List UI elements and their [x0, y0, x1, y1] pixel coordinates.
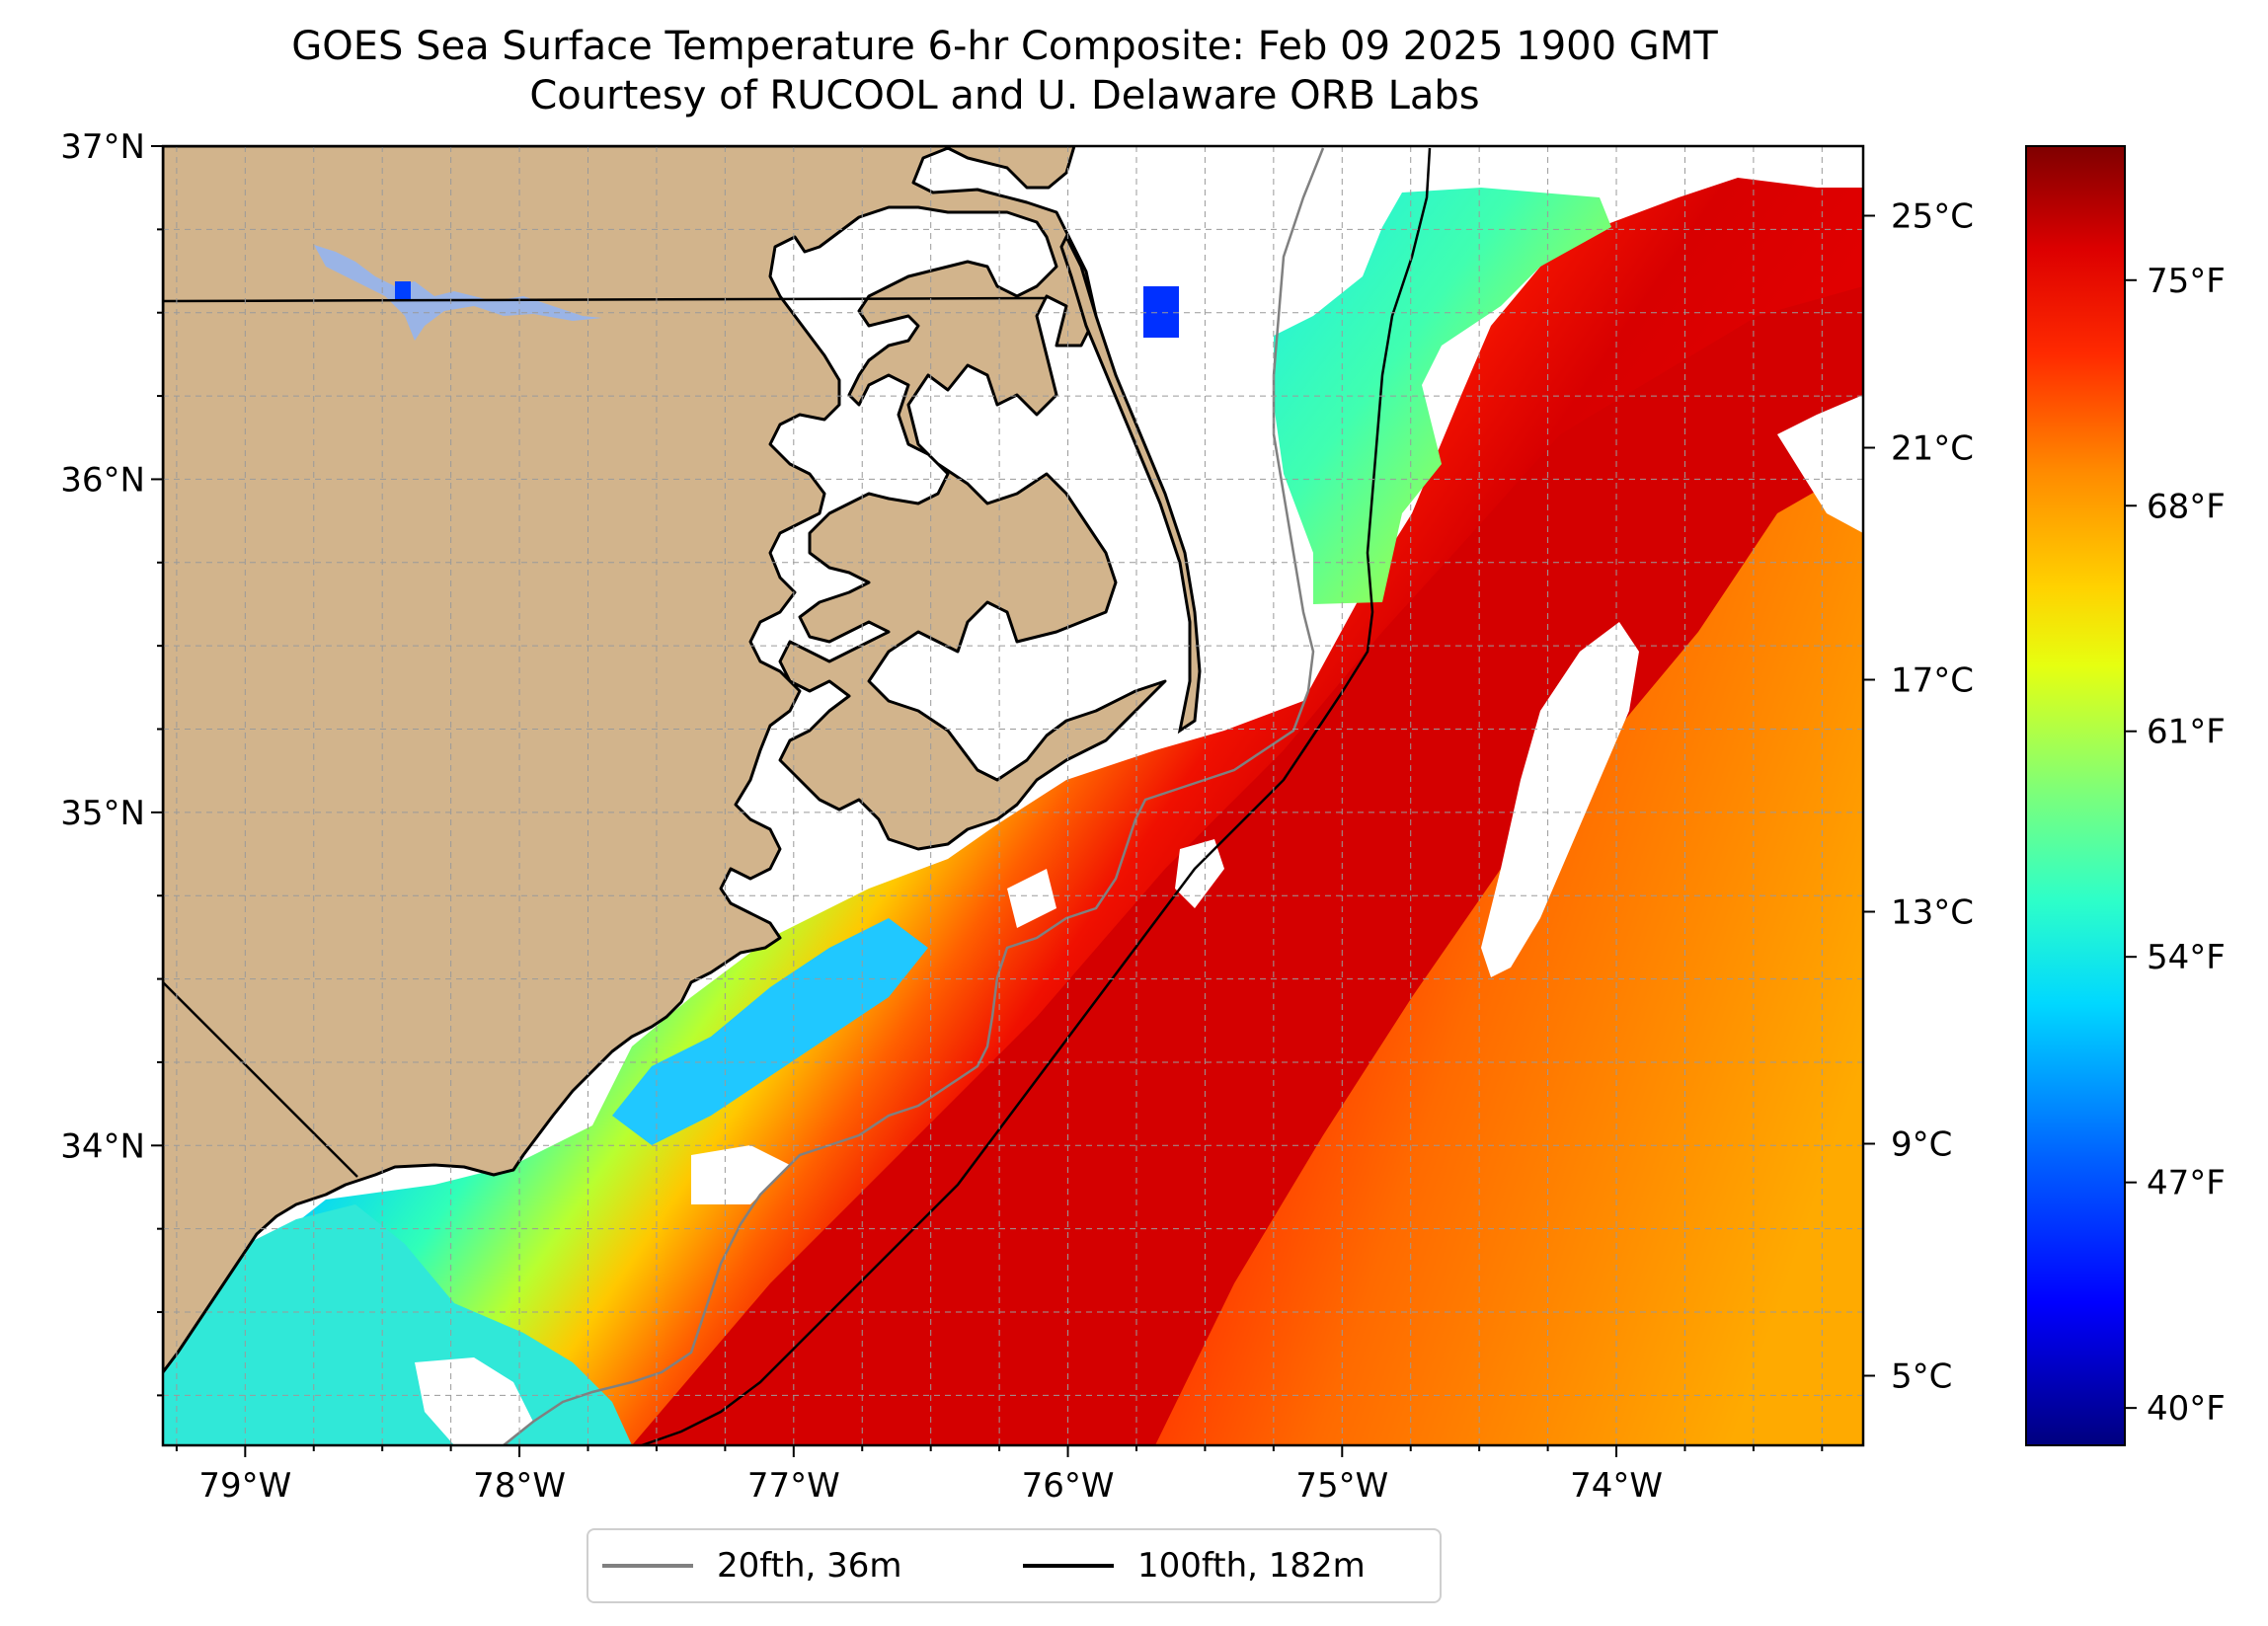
cloud-gap [1777, 395, 1863, 533]
celsius-tick-label: 21°C [1891, 429, 1974, 469]
cloud-gap [1007, 869, 1056, 928]
land [163, 146, 1202, 1374]
sst-onslow-bay-cool [612, 918, 928, 1145]
land-carolinas [163, 146, 1167, 1374]
outer-banks [1059, 233, 1202, 735]
title-line-2: Courtesy of RUCOOL and U. Delaware ORB L… [529, 73, 1480, 118]
state-boundary-nc-va [163, 296, 1048, 303]
legend-item-20fth: 20fth, 36m [602, 1546, 902, 1586]
state-boundary-nc-sc [163, 981, 358, 1178]
lon-tick-label: 74°W [1570, 1466, 1663, 1506]
cloud-gap [415, 1357, 533, 1445]
isobath-100fth [641, 147, 1432, 1445]
colorbar-celsius-ticks: 25°C 21°C 17°C 13°C 9°C 5°C [1863, 197, 1974, 1397]
colorbar: 25°C 21°C 17°C 13°C 9°C 5°C 75°F 68°F 61°F 54°F 4… [1863, 145, 2226, 1446]
legend-swatch-20fth [602, 1564, 693, 1568]
legend-label-100fth: 100fth, 182m [1137, 1546, 1366, 1586]
fahrenheit-tick-label: 68°F [2147, 487, 2226, 526]
lon-tick-label: 76°W [1022, 1466, 1115, 1506]
cloud-gap [1481, 622, 1639, 977]
gridlines [163, 146, 1863, 1445]
lat-tick-label: 34°N [60, 1126, 145, 1166]
celsius-tick-label: 17°C [1891, 661, 1974, 701]
title-line-1: GOES Sea Surface Temperature 6-hr Compos… [291, 24, 1718, 69]
celsius-tick-label: 25°C [1891, 197, 1974, 237]
isobath-20fth [503, 147, 1325, 1445]
lat-tick-label: 36°N [60, 460, 145, 500]
lon-tick-label: 78°W [473, 1466, 566, 1506]
cold-pixel-patch [395, 281, 411, 301]
celsius-tick-label: 9°C [1891, 1125, 1952, 1165]
lat-tick-label: 37°N [60, 127, 145, 167]
fahrenheit-tick-label: 47°F [2147, 1164, 2226, 1203]
map-frame [161, 144, 1865, 1447]
lat-tick-label: 35°N [60, 794, 145, 833]
lon-tick-label: 79°W [198, 1466, 291, 1506]
legend-label-20fth: 20fth, 36m [717, 1546, 902, 1586]
kerr-lake [314, 245, 602, 341]
fahrenheit-tick-label: 61°F [2147, 713, 2226, 752]
fahrenheit-tick-label: 75°F [2147, 262, 2226, 301]
map-title: GOES Sea Surface Temperature 6-hr Compos… [0, 22, 2009, 120]
cloud-gap [1175, 839, 1224, 908]
celsius-tick-label: 5°C [1891, 1357, 1952, 1397]
lon-tick-label: 77°W [747, 1466, 840, 1506]
lon-tick-label: 75°W [1295, 1466, 1388, 1506]
fahrenheit-tick-label: 54°F [2147, 938, 2226, 977]
sst-northern-cool-patch [1274, 188, 1611, 604]
fahrenheit-tick-label: 40°F [2147, 1389, 2226, 1429]
legend-swatch-100fth [1023, 1564, 1114, 1568]
legend-item-100fth: 100fth, 182m [1023, 1546, 1366, 1586]
colorbar-fahrenheit-ticks: 75°F 68°F 61°F 54°F 47°F 40°F [2125, 262, 2226, 1429]
isobath-legend: 20fth, 36m 100fth, 182m [587, 1528, 1442, 1603]
colorbar-gradient [2025, 145, 2126, 1446]
axis-ticks: 37°N 36°N 35°N 34°N 79°W 78°W 77°W 76°W 75°W 74°W [60, 127, 1824, 1506]
cold-pixel-patch [1143, 286, 1179, 338]
celsius-tick-label: 13°C [1891, 893, 1974, 933]
